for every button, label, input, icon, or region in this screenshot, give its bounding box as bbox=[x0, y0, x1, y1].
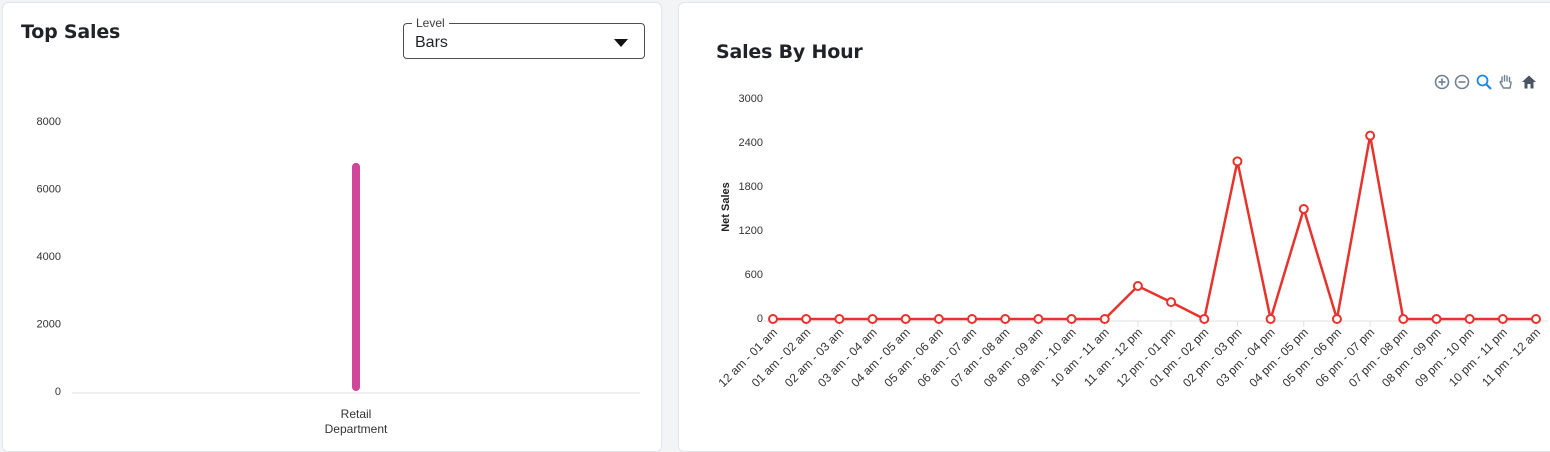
line-point[interactable] bbox=[1099, 314, 1110, 324]
line-point[interactable] bbox=[1232, 156, 1243, 167]
line-point[interactable] bbox=[967, 314, 978, 324]
line-point[interactable] bbox=[1033, 314, 1044, 324]
line-y-tick-label: 0 bbox=[757, 313, 763, 325]
line-x-tick-label: 11 pm - 12 am bbox=[1479, 325, 1543, 389]
sales-by-hour-title: Sales By Hour bbox=[716, 41, 863, 63]
line-y-tick-label: 1200 bbox=[739, 225, 763, 237]
net-sales-line bbox=[773, 134, 1536, 321]
top-sales-title: Top Sales bbox=[21, 21, 121, 43]
chevron-down-icon[interactable] bbox=[614, 39, 628, 47]
line-point[interactable] bbox=[1431, 314, 1442, 324]
line-point[interactable] bbox=[801, 314, 812, 324]
line-point[interactable] bbox=[867, 314, 878, 324]
zoom-selection-icon[interactable] bbox=[1475, 73, 1493, 91]
line-point[interactable] bbox=[1166, 297, 1177, 308]
bar-y-tick-label: 6000 bbox=[37, 184, 61, 196]
line-point[interactable] bbox=[1066, 314, 1077, 324]
line-point[interactable] bbox=[933, 314, 944, 324]
line-point[interactable] bbox=[1298, 204, 1309, 214]
level-select[interactable]: Level Bars bbox=[403, 16, 645, 59]
line-y-axis-label: Net Sales bbox=[720, 182, 732, 232]
bar-x-tick-label: Retail Department bbox=[325, 407, 388, 436]
line-point[interactable] bbox=[1531, 314, 1541, 324]
bar[interactable] bbox=[352, 162, 360, 391]
level-select-legend: Level bbox=[412, 16, 449, 30]
line-point[interactable] bbox=[1398, 314, 1409, 324]
bar-y-tick-label: 4000 bbox=[37, 251, 61, 263]
line-y-tick-label: 2400 bbox=[739, 137, 763, 149]
top-sales-bar-chart: 0 2000 4000 6000 8000 Retail Department bbox=[37, 116, 640, 436]
line-point[interactable] bbox=[1265, 314, 1276, 324]
line-point[interactable] bbox=[834, 314, 845, 324]
line-point[interactable] bbox=[1497, 314, 1508, 324]
sales-by-hour-card: Sales By Hour bbox=[678, 2, 1550, 452]
line-point[interactable] bbox=[1199, 314, 1210, 324]
line-point[interactable] bbox=[900, 314, 911, 324]
level-select-value: Bars bbox=[415, 34, 448, 51]
home-reset-icon[interactable] bbox=[1520, 73, 1538, 91]
bar-y-tick-label: 0 bbox=[55, 386, 61, 398]
line-point[interactable] bbox=[1000, 314, 1011, 324]
zoom-in-icon[interactable] bbox=[1433, 73, 1451, 91]
line-point[interactable] bbox=[1331, 314, 1342, 324]
bar-y-tick-label: 8000 bbox=[37, 116, 61, 128]
line-y-tick-label: 600 bbox=[745, 269, 763, 281]
line-point[interactable] bbox=[768, 314, 778, 324]
zoom-out-icon[interactable] bbox=[1453, 73, 1471, 91]
line-point[interactable] bbox=[1365, 130, 1376, 141]
line-point[interactable] bbox=[1132, 281, 1143, 291]
line-y-tick-label: 3000 bbox=[739, 93, 763, 105]
line-point[interactable] bbox=[1464, 314, 1475, 324]
pan-hand-icon[interactable] bbox=[1497, 73, 1515, 91]
line-y-tick-label: 1800 bbox=[739, 181, 763, 193]
bar-y-tick-label: 2000 bbox=[37, 319, 61, 331]
top-sales-card: Top Sales Level Bars bbox=[2, 2, 662, 452]
